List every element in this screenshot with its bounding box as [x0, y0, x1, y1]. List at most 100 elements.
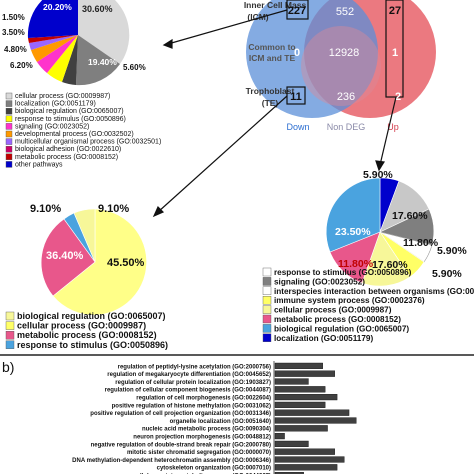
bar [274, 433, 285, 440]
venn-common-title: Common to [248, 42, 295, 52]
pie-r-label: 5.90% [432, 268, 462, 280]
bar [274, 401, 326, 409]
venn-icm-title-2: (ICM) [247, 12, 268, 22]
legend-label: localization (GO:0051179) [15, 101, 96, 108]
pie-tl-slice-developmental [31, 35, 78, 62]
pie-ml-slice-regulation [73, 208, 96, 263]
legend-label: developmental process (GO:0032502) [15, 131, 134, 138]
bar [274, 409, 350, 416]
venn-up-column-box [385, 0, 404, 98]
bar-label: regulation of cellular protein localizat… [115, 380, 271, 386]
legend-swatch [5, 311, 15, 321]
legend-mid-left: biological regulation (GO:0065007)cellul… [5, 311, 168, 350]
bar-label: organelle localization (GO:0051640) [170, 419, 271, 425]
legend-swatch [5, 145, 13, 153]
bar-label: regulation of megakaryocyte differentiat… [107, 372, 271, 378]
bar [274, 362, 323, 370]
legend-swatch [5, 107, 13, 115]
arrowhead [375, 160, 386, 172]
legend-label: localization (GO:0051179) [274, 334, 373, 343]
bar-label: positive regulation of histone methylati… [112, 403, 271, 409]
legend-label: cellular process (GO:0009987) [274, 306, 392, 315]
pie-r-label: 23.50% [335, 226, 371, 238]
bar-chart: regulation of peptidyl-lysine acetylatio… [72, 361, 357, 474]
pie-r-label: 5.90% [437, 245, 467, 257]
pie-right: 5.90% 17.60% 11.80% 23.50% 11.80% 17.60%… [325, 169, 467, 287]
pie-tl-slice-response [47, 35, 78, 82]
bar [274, 472, 304, 474]
legend-label: interspecies interaction between organis… [274, 287, 474, 296]
venn-count: 2 [395, 91, 401, 103]
pie-tl-label: 1.50% [2, 13, 25, 22]
legend-label: biological regulation (GO:0065007) [274, 324, 409, 333]
pie-r-label: 17.60% [372, 259, 408, 271]
pie-ml-label: 9.10% [30, 203, 61, 215]
bar-label: DNA methylation-dependent heterochromati… [72, 458, 271, 464]
venn-count: 236 [337, 91, 355, 103]
legend-label: biological regulation (GO:0065007) [17, 311, 166, 321]
arrows [152, 9, 397, 218]
venn-icm-title: Inner Cell Mass [244, 0, 307, 10]
venn-te-title-2: (TE) [262, 98, 279, 108]
legend-swatch [262, 267, 272, 277]
bar-label: cytoskeleton organization (GO:0007010) [157, 466, 271, 472]
legend-top-left: cellular process (GO:0009987)localizatio… [5, 92, 161, 168]
bar [274, 448, 335, 455]
venn-axis-up: Up [387, 122, 399, 132]
pie-tl-label: 5.60% [123, 63, 146, 72]
pie-tl-slice-localization [76, 35, 120, 86]
legend-label: response to stimulus (GO:0050896) [15, 116, 126, 123]
pie-tl-label: 6.20% [10, 61, 33, 70]
pie-ml-slice-cellular [52, 208, 147, 316]
bar-label: mitotic sister chromatid segregation (GO… [127, 450, 271, 456]
venn-count: 227 [288, 5, 306, 17]
pie-r-label: 11.80% [338, 258, 374, 270]
pie-ml-label: 36.40% [46, 250, 84, 262]
pie-tl-label: 4.80% [4, 45, 27, 54]
bar-label: positive regulation of cell projection o… [90, 411, 271, 417]
pie-mid-left: 9.10% 9.10% 36.40% 45.50% [30, 203, 147, 316]
arrow-up-to-pie [379, 96, 397, 166]
legend-swatch [5, 123, 13, 130]
legend-swatch [262, 296, 272, 305]
bar-label: regulation of cell morphogenesis (GO:002… [136, 396, 271, 402]
legend-label: signaling (GO:0023052) [15, 123, 89, 130]
legend-swatch [5, 161, 13, 168]
pie-tl-slice-regulation [62, 35, 78, 85]
legend-label: biological adhesion (GO:0022610) [15, 146, 121, 153]
arrow-icm-to-pie [167, 9, 288, 45]
legend-label: metabolic process (GO:0008152) [15, 154, 118, 161]
arrowhead [162, 38, 173, 49]
pie-tl-slice-multicellular [29, 35, 78, 50]
legend-label: response to stimulus (GO:0050896) [274, 268, 412, 277]
legend-swatch [5, 100, 13, 107]
pie-ml-slice-metabolic [40, 218, 96, 297]
legend-swatch [262, 286, 272, 295]
bar [274, 378, 309, 385]
venn-count: 11 [290, 91, 302, 103]
venn-icm-down-box [286, 0, 309, 20]
bar-label: nucleic acid metabolic process (GO:00903… [142, 427, 271, 433]
pie-tl-label: 19.40% [88, 57, 117, 67]
pie-r-label: 5.90% [363, 169, 393, 181]
pie-ml-label: 45.50% [107, 257, 145, 269]
venn-count: 1 [392, 47, 398, 59]
bar [274, 394, 338, 401]
venn-common-title-2: ICM and TE [249, 53, 296, 63]
legend-swatch [5, 138, 13, 145]
legend-label: response to stimulus (GO:0050896) [17, 340, 168, 350]
legend-swatch [5, 340, 15, 349]
venn-axis-down: Down [286, 122, 309, 132]
pie-tl-slice-other [27, 0, 78, 38]
pie-tl-label: 3.50% [2, 28, 25, 37]
bar [274, 425, 328, 432]
bar [274, 440, 309, 448]
pie-r-label: 11.80% [403, 237, 439, 249]
legend-swatch [5, 115, 13, 123]
arrow-te-to-pie [157, 95, 288, 213]
legend-label: metabolic process (GO:0008152) [17, 330, 157, 340]
legend-right: response to stimulus (GO:0050896)signali… [262, 267, 474, 343]
legend-label: other pathways [15, 161, 63, 168]
legend-swatch [262, 305, 272, 314]
